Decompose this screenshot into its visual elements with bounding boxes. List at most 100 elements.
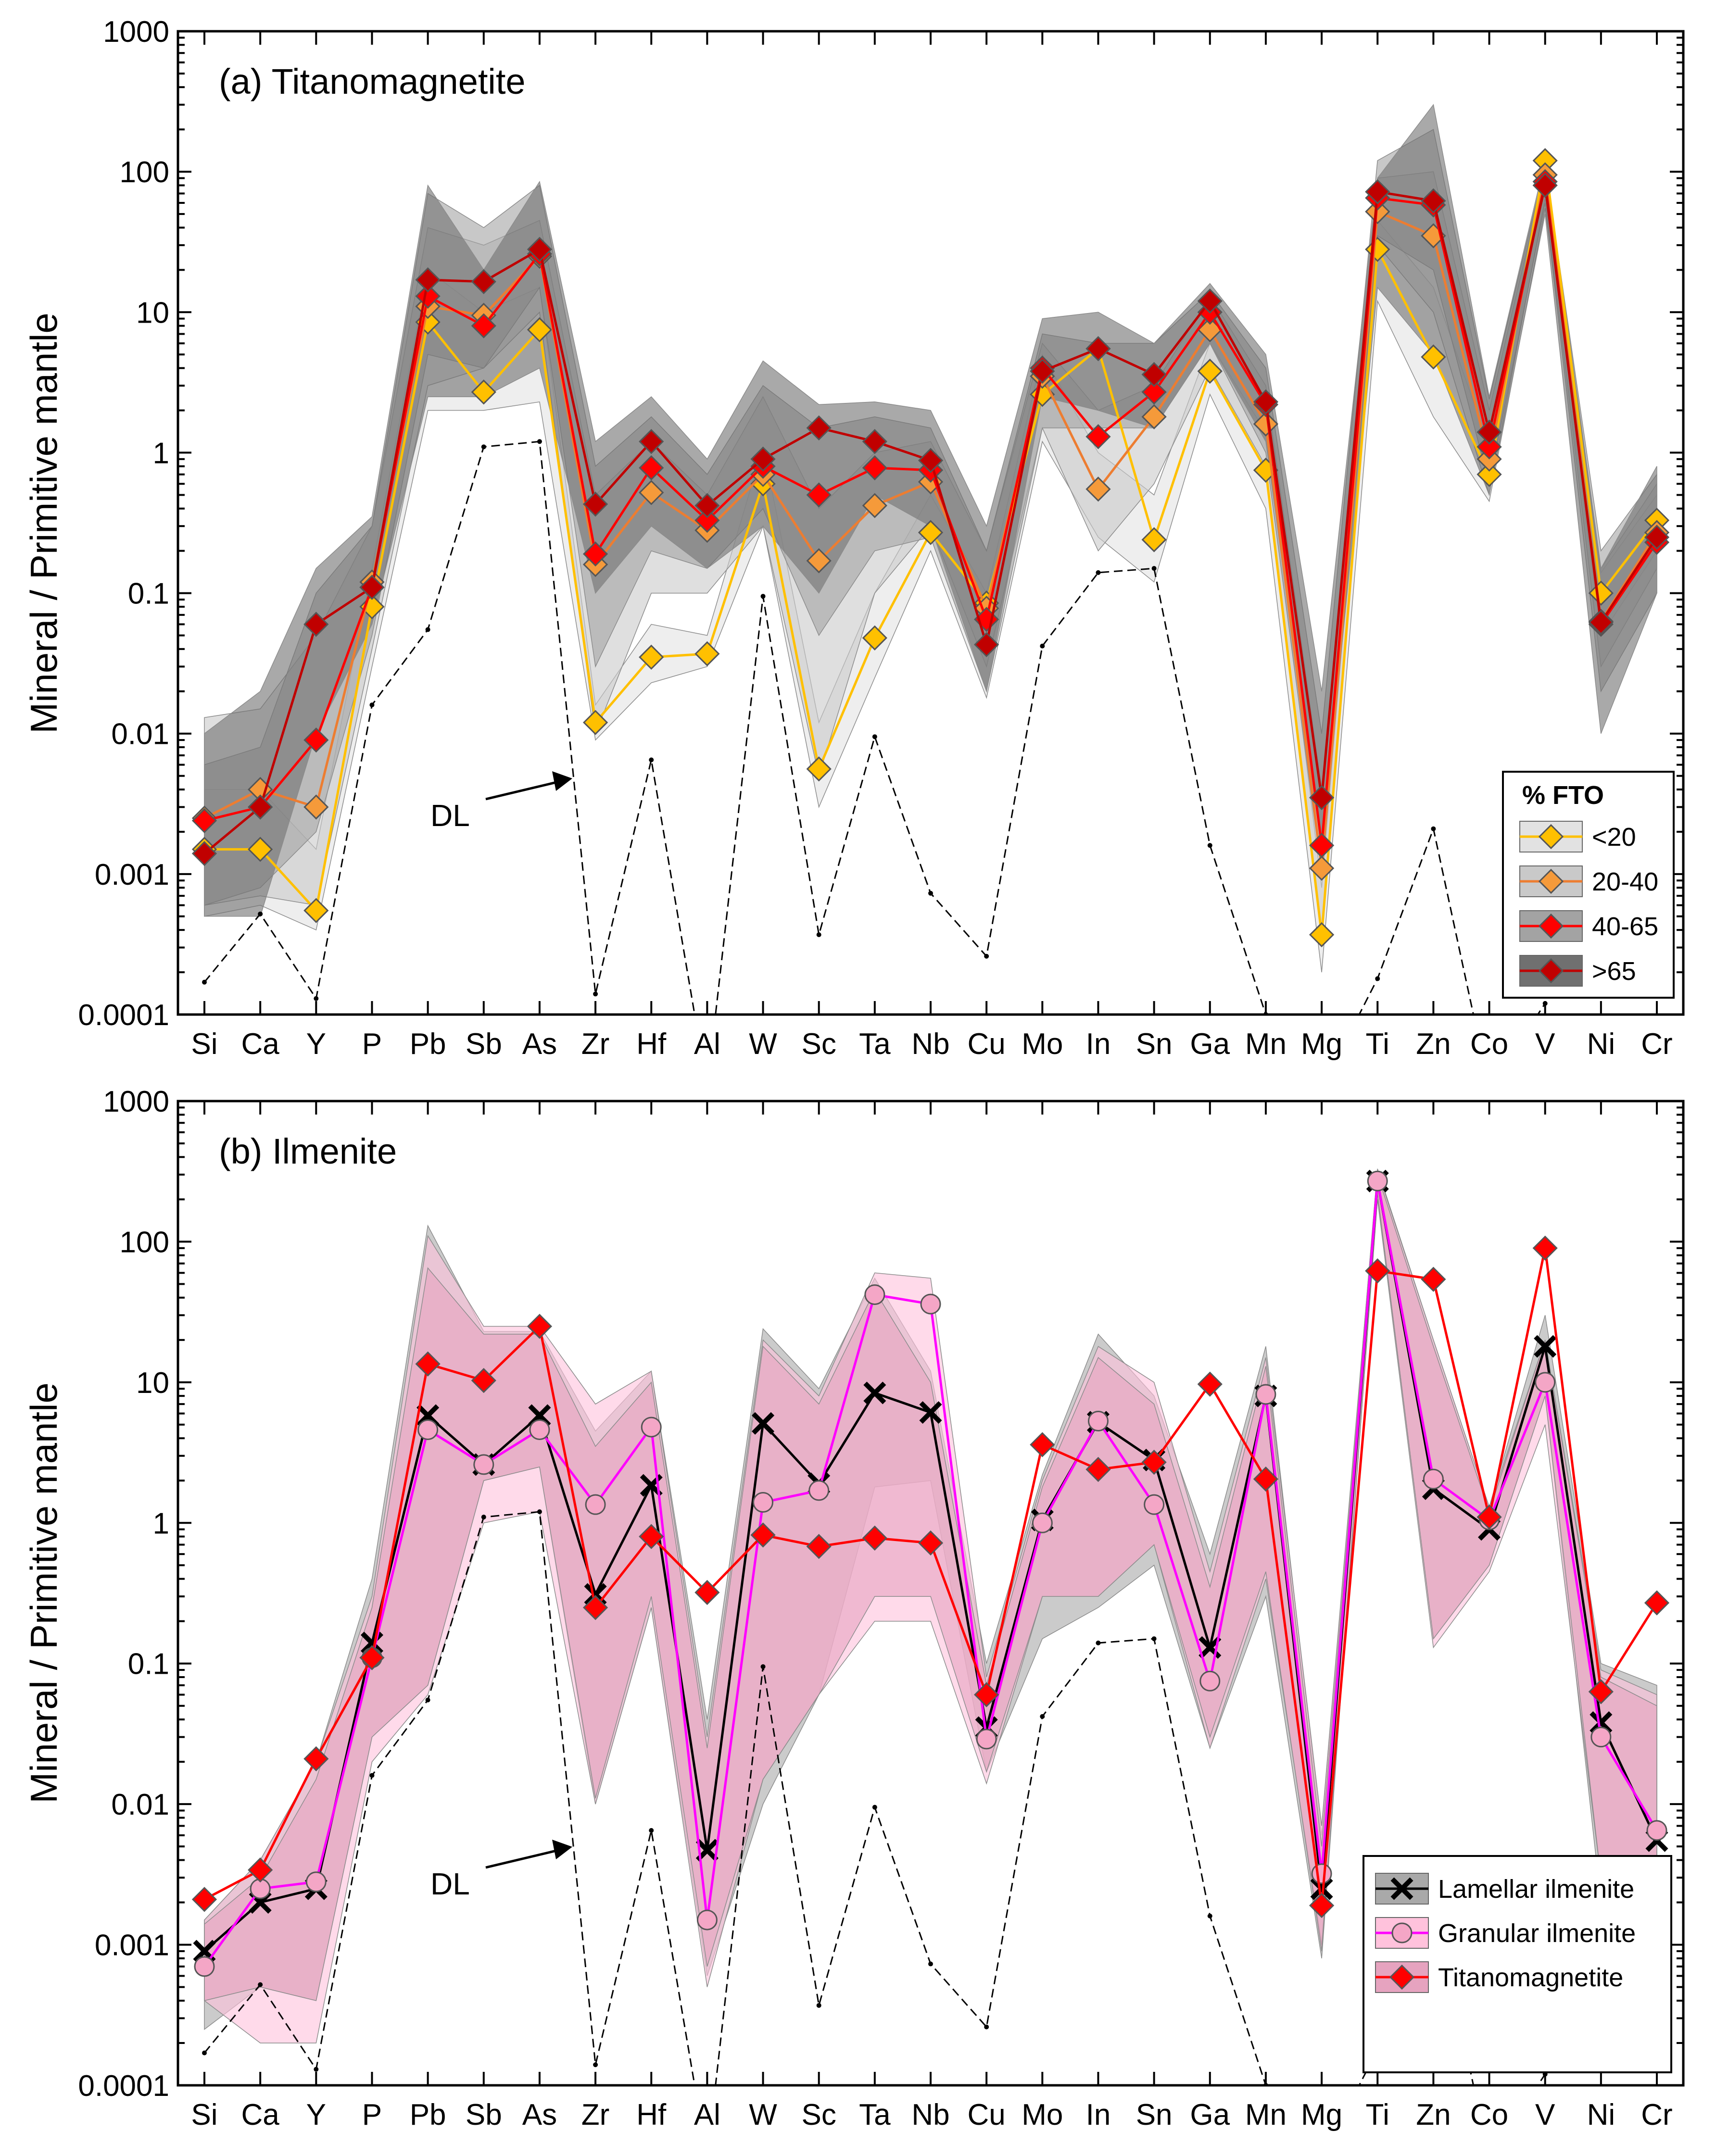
- x-tick-label-ti: Ti: [1366, 1028, 1389, 1061]
- x-tick-label-cu: Cu: [968, 2098, 1006, 2131]
- y-tick-label: 1: [153, 437, 169, 470]
- panel-a-legend-entries: <20 20-40 40-65 >65: [1519, 821, 1658, 987]
- detection-limit-point: [1207, 843, 1212, 848]
- point-lt20-nb: [918, 520, 944, 545]
- point-lt20-sn: [1141, 527, 1167, 552]
- point-40-65-co: [1476, 434, 1502, 460]
- detection-limit-point: [649, 1828, 654, 1833]
- x-tick-label-hf: Hf: [636, 2098, 667, 2131]
- detection-limit-point: [872, 1805, 877, 1810]
- legend-entry-lt20: <20: [1519, 821, 1636, 852]
- point-titanomagnetite-as: [527, 1314, 553, 1339]
- panel-b-ilmenite: 0.0001 0.001 0.01 0.1 1 10 100 1000 Si Ca Y P Pb Sb As…: [23, 1085, 1685, 2131]
- y-tick-label: 1000: [103, 1085, 169, 1118]
- legend-marker: [1538, 868, 1564, 894]
- point-gt65-in: [1085, 336, 1111, 362]
- panel-b-dl-arrow-shaft: [485, 1848, 561, 1869]
- legend-marker: [1389, 1964, 1415, 1990]
- point-gt65-ta: [862, 429, 887, 454]
- panel-a-titanomagnetite: 0.0001 0.001 0.01 0.1 1 10 100 1000 Si Ca Y P Pb Sb As…: [23, 15, 1685, 1091]
- series-granular-ilmenite: [194, 1170, 1667, 1977]
- point-gt65-co: [1476, 419, 1502, 445]
- y-tick-label: 0.01: [111, 1788, 169, 1821]
- point-40-65-sb: [471, 313, 496, 338]
- legend-marker: [1390, 1877, 1413, 1900]
- x-tick-label-mg: Mg: [1301, 1028, 1342, 1061]
- point-lt20-sc: [806, 756, 832, 782]
- point-40-65-sn: [1141, 379, 1167, 405]
- point-granular-ilmenite-y: [305, 1871, 327, 1893]
- point-gt65-zn: [1421, 188, 1446, 213]
- detection-limit-point: [760, 594, 766, 599]
- y-tick-label: 0.001: [95, 1929, 169, 1962]
- detection-limit-point: [928, 890, 933, 896]
- point-40-65-y: [303, 727, 329, 753]
- point-granular-ilmenite-nb: [920, 1293, 941, 1315]
- detection-limit-point: [369, 702, 375, 708]
- point-granular-ilmenite-ta: [864, 1284, 885, 1305]
- detection-limit-point: [258, 911, 263, 916]
- x-tick-label-zn: Zn: [1416, 2098, 1451, 2131]
- point-lt20-ga: [1197, 358, 1223, 384]
- point-titanomagnetite-cr: [1644, 1590, 1670, 1616]
- point-titanomagnetite-mg: [1309, 1893, 1335, 1918]
- point-granular-ilmenite-ga: [1199, 1670, 1221, 1692]
- point-gt65-mn: [1253, 389, 1279, 414]
- point-titanomagnetite-al: [694, 1579, 720, 1605]
- point-lt20-ta: [862, 625, 887, 651]
- point-20-40-mg: [1309, 855, 1335, 881]
- point-gt65-cr: [1644, 525, 1670, 550]
- point-gt65-al: [694, 493, 720, 518]
- point-granular-ilmenite-cu: [976, 1729, 997, 1750]
- legend-marker: [1538, 824, 1564, 850]
- legend-entry-20-40: 20-40: [1519, 865, 1658, 897]
- detection-limit-point: [1487, 1086, 1492, 1091]
- point-40-65-al: [694, 507, 720, 533]
- point-lt20-zn: [1421, 344, 1446, 370]
- x-tick-label-zr: Zr: [581, 1028, 610, 1061]
- x-tick-label-sb: Sb: [466, 1028, 502, 1061]
- point-granular-ilmenite-as: [529, 1419, 550, 1440]
- point-titanomagnetite-zr: [582, 1595, 608, 1620]
- point-granular-ilmenite-cr: [1646, 1820, 1667, 1841]
- x-tick-label-ga: Ga: [1190, 1028, 1230, 1061]
- detection-limit-point: [1040, 1714, 1045, 1719]
- point-20-40-in: [1085, 476, 1111, 502]
- x-tick-label-ca: Ca: [241, 2098, 280, 2131]
- panel-a-dl-arrow-head: [552, 771, 572, 791]
- point-20-40-sn: [1141, 404, 1167, 429]
- series-gt65: [191, 173, 1670, 866]
- x-tick-label-cr: Cr: [1641, 2098, 1672, 2131]
- detection-limit-point: [928, 1961, 933, 1967]
- detection-limit-point: [1040, 643, 1045, 649]
- point-lt20-y: [303, 898, 329, 923]
- point-lt20-as: [527, 317, 553, 342]
- point-40-65-hf: [639, 455, 664, 481]
- point-gt65-sc: [806, 415, 832, 441]
- panel-a-legend-title: % FTO: [1522, 781, 1604, 810]
- x-tick-label-w: W: [749, 2098, 777, 2131]
- x-tick-label-ni: Ni: [1587, 2098, 1615, 2131]
- point-titanomagnetite-ni: [1588, 1679, 1614, 1705]
- x-tick-label-v: V: [1535, 2098, 1555, 2131]
- x-tick-label-pb: Pb: [410, 1028, 446, 1061]
- detection-limit-point: [537, 1509, 542, 1515]
- detection-limit-point: [816, 932, 821, 938]
- x-tick-label-ca: Ca: [241, 1028, 280, 1061]
- x-tick-label-al: Al: [694, 1028, 720, 1061]
- point-titanomagnetite-in: [1085, 1456, 1111, 1482]
- point-titanomagnetite-sc: [806, 1534, 832, 1559]
- x-tick-label-cu: Cu: [968, 1028, 1006, 1061]
- point-titanomagnetite-y: [303, 1746, 329, 1772]
- detection-limit-point: [705, 1086, 709, 1091]
- y-tick-label: 0.01: [111, 718, 169, 751]
- point-lamellar-ilmenite-w: [752, 1412, 775, 1435]
- point-lt20-ca: [248, 837, 273, 862]
- point-lt20-hf: [639, 644, 664, 670]
- x-tick-label-si: Si: [191, 2098, 217, 2131]
- detection-limit-point: [760, 1664, 766, 1669]
- detection-limit-point: [1096, 570, 1101, 575]
- point-titanomagnetite-ti: [1365, 1258, 1390, 1284]
- point-granular-ilmenite-sn: [1144, 1494, 1165, 1515]
- y-tick-label: 0.001: [95, 858, 169, 891]
